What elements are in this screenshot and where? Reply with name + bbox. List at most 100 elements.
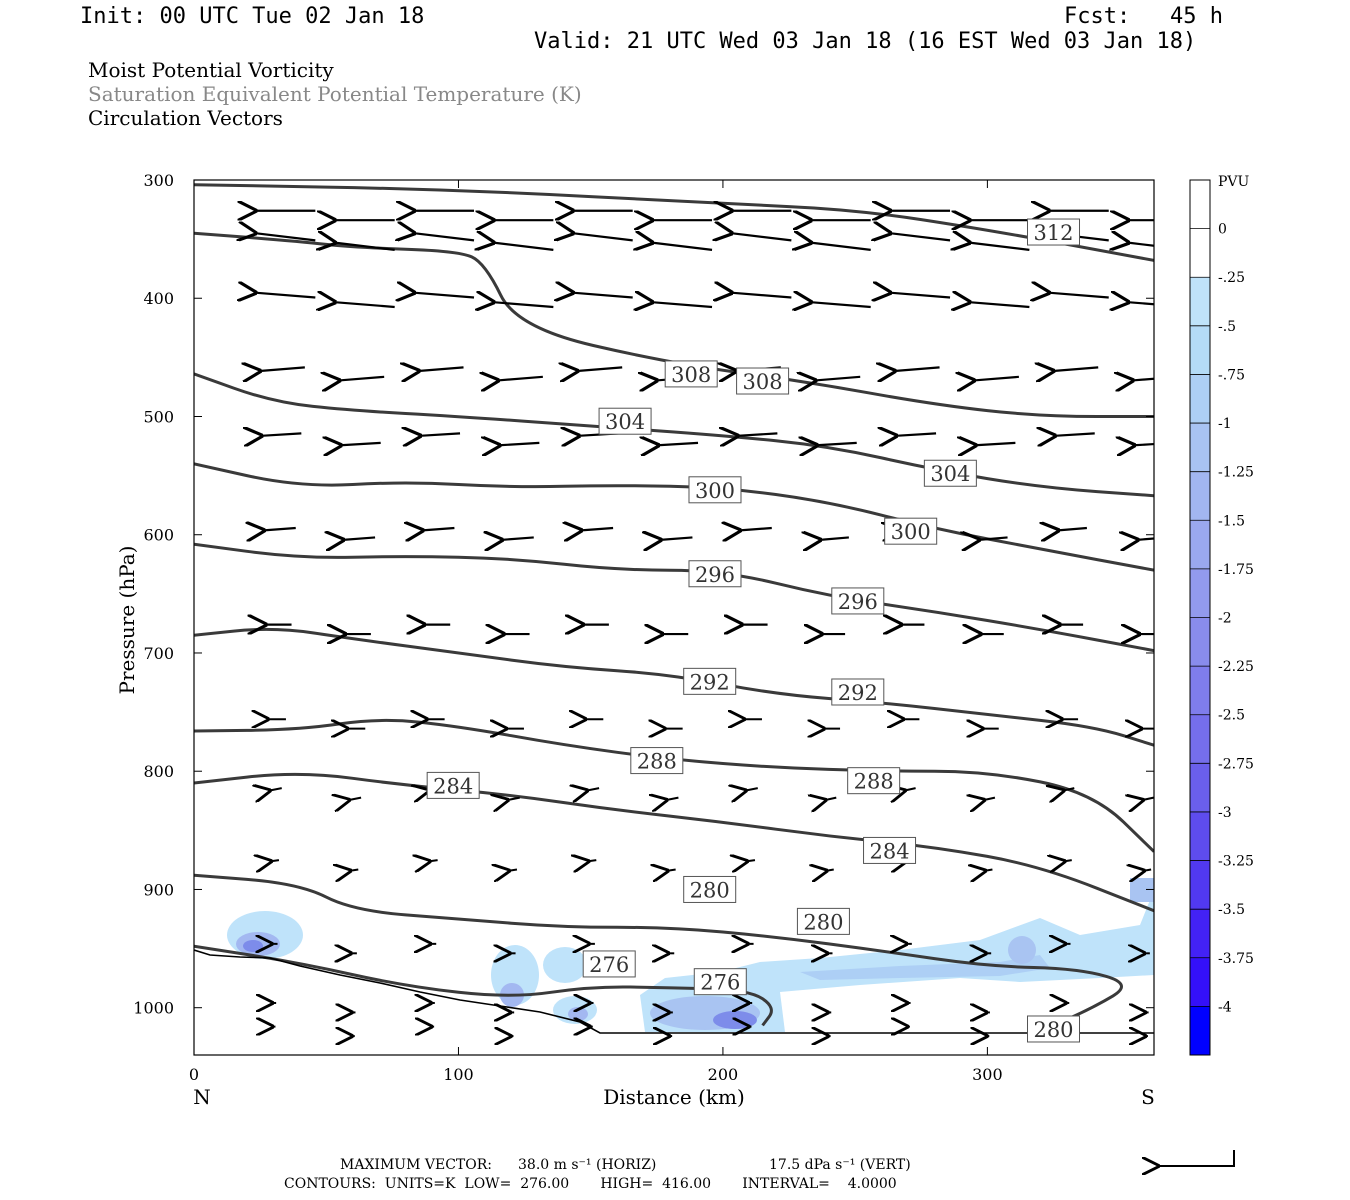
colorbar-tick-label: -.25 (1218, 270, 1245, 286)
wind-vector (499, 443, 540, 445)
contour-label-text: 296 (695, 563, 735, 587)
y-tick-label: 700 (143, 644, 174, 663)
colorbar-swatch (1190, 471, 1210, 521)
wind-vector (1137, 537, 1154, 539)
contour-label-text: 280 (803, 910, 843, 934)
wind-vector (430, 860, 438, 861)
y-tick-label: 1000 (133, 999, 174, 1018)
wind-vector (1128, 302, 1154, 307)
contour-label-284: 284 (863, 836, 917, 864)
wind-vector (747, 860, 756, 861)
valid-time: Valid: 21 UTC Wed 03 Jan 18 (16 EST Wed … (534, 29, 1197, 54)
contour-label-304: 304 (923, 459, 977, 487)
contour-label-304: 304 (598, 407, 652, 435)
colorbar-tick-label: 0 (1218, 222, 1227, 238)
wind-vector (979, 537, 1008, 539)
contour-label-text: 312 (1033, 221, 1073, 245)
contour-label-300: 300 (884, 517, 938, 545)
colorbar-swatch (1190, 909, 1210, 959)
title-thetae: Saturation Equivalent Potential Temperat… (88, 82, 582, 106)
contour-line-276 (194, 944, 773, 1027)
contour-info: CONTOURS: UNITS=K LOW= 276.00 HIGH= 416.… (284, 1176, 897, 1192)
y-tick-label: 300 (143, 171, 174, 190)
wind-vector (1063, 788, 1075, 790)
wind-vector (820, 537, 849, 539)
wind-vector (498, 377, 543, 381)
terrain-line (194, 949, 1154, 1034)
init-time: Init: 00 UTC Tue 02 Jan 18 (80, 4, 425, 29)
colorbar-tick-label: -2.25 (1218, 659, 1254, 675)
contour-label-box (884, 517, 938, 545)
title-mpv: Moist Potential Vorticity (88, 58, 334, 82)
title-vectors: Circulation Vectors (88, 106, 283, 130)
contour-label-308: 308 (736, 367, 790, 395)
contour-label-280: 280 (1027, 1015, 1081, 1043)
colorbar-tick-label: -.75 (1218, 367, 1245, 383)
wind-vector (1144, 870, 1152, 871)
wind-vector (905, 788, 916, 790)
wind-vector (652, 302, 713, 307)
contour-line-308 (194, 231, 1154, 418)
wind-vector (984, 798, 996, 800)
contour-label-300: 300 (688, 476, 742, 504)
wind-vector (349, 798, 362, 800)
contour-label-box (1027, 1015, 1081, 1043)
wind-vector (335, 302, 395, 307)
contour-label-288: 288 (630, 747, 684, 775)
contour-label-312: 312 (1027, 218, 1081, 246)
axes: 300 400 500 600 700 800 900 1000 0 100 200 300 N S Dis… (115, 171, 1155, 1109)
contour-label-box (831, 587, 885, 615)
colorbar-tick-label: -1.25 (1218, 465, 1254, 481)
contour-line-292 (194, 627, 1154, 747)
contour-label-text: 288 (637, 750, 677, 774)
contour-line-296 (194, 542, 1154, 653)
wind-vector (740, 528, 772, 530)
colorbar-swatch (1190, 763, 1210, 813)
wind-vector (1053, 367, 1099, 371)
wind-vector (1133, 377, 1154, 381)
contour-label-292: 292 (683, 667, 737, 695)
colorbar-tick-label: -.5 (1218, 319, 1236, 335)
contour-line-300 (194, 462, 1154, 572)
contour-label-276: 276 (582, 950, 636, 978)
max-vector-vert: 17.5 dPa s⁻¹ (VERT) (769, 1157, 911, 1173)
wind-vector (573, 233, 633, 240)
wind-vector (502, 537, 534, 539)
contour-label-text: 300 (695, 479, 735, 503)
wind-vector (975, 443, 1016, 445)
contour-label-box (426, 771, 480, 799)
colorbar-tick-label: -2.75 (1218, 756, 1254, 772)
colorbar-swatch (1190, 277, 1210, 327)
wind-vector (414, 293, 475, 298)
contour-label-box (1027, 218, 1081, 246)
pv-blob (1008, 936, 1036, 964)
wind-vector (666, 798, 679, 800)
x-axis-label: Distance (km) (603, 1085, 745, 1109)
contour-label-296: 296 (688, 560, 742, 588)
wind-vector (811, 243, 871, 250)
wind-vector (746, 788, 758, 790)
wind-vector (420, 433, 461, 435)
contour-label-280: 280 (796, 907, 850, 935)
wind-vector (255, 233, 316, 240)
colorbar-swatch (1190, 1006, 1210, 1056)
wind-vector (737, 433, 778, 435)
wind-vector (587, 788, 600, 790)
wind-vector (264, 528, 296, 530)
wind-vector (350, 870, 359, 871)
circulation-vectors (255, 211, 1154, 1036)
colorbar-tick-label: -3.5 (1218, 902, 1245, 918)
contour-label-box (923, 459, 977, 487)
colorbar-swatch (1190, 957, 1210, 1007)
contour-label-text: 284 (433, 774, 473, 798)
colorbar-tick-label: -2.5 (1218, 708, 1245, 724)
contour-label-box (598, 407, 652, 435)
contour-line-284 (194, 772, 1154, 913)
contour-label-box (736, 367, 790, 395)
pv-blob (243, 940, 263, 952)
contour-label-text: 308 (671, 363, 711, 387)
contour-label-box (796, 907, 850, 935)
contour-label-288: 288 (847, 767, 901, 795)
contour-label-text: 300 (891, 520, 931, 544)
wind-vector (422, 528, 455, 530)
